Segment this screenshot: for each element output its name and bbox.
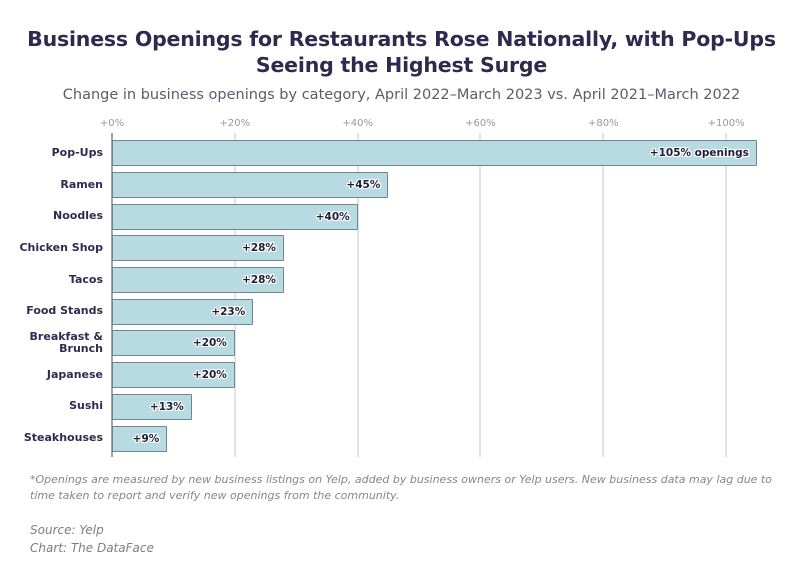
gridline	[725, 133, 727, 458]
category-label: Sushi	[69, 399, 103, 413]
source-block: Source: Yelp Chart: The DataFace	[30, 521, 773, 557]
bar-row: +23%	[112, 296, 763, 328]
x-axis-tick-label: +60%	[465, 118, 496, 130]
bar-row: +20%	[112, 328, 763, 360]
source-line: Source: Yelp	[30, 523, 104, 538]
bar-value-label: +23%	[211, 305, 246, 318]
bar: +20%	[112, 362, 235, 389]
bar: +20%	[112, 330, 235, 357]
bar-row: +13%	[112, 391, 763, 423]
category-label: Breakfast & Brunch	[29, 329, 103, 356]
bar: +105% openings	[112, 140, 757, 167]
chart-subtitle: Change in business openings by category,…	[62, 87, 741, 104]
bar-row: +45%	[112, 169, 763, 201]
category-axis: Pop-Ups Ramen Noodles Chicken Shop Tacos Food…	[0, 137, 112, 457]
gridline	[479, 133, 481, 458]
bar-value-label: +40%	[315, 210, 350, 223]
bar-value-label: +105% openings	[649, 147, 749, 160]
bar-row: +40%	[112, 201, 763, 233]
plot-area: +0% +20% +40% +60% +80% +100% +105% openings +4…	[100, 118, 763, 458]
category-label: Pop-Ups	[51, 145, 103, 159]
footnote-text: *Openings are measured by new business l…	[30, 473, 772, 503]
bar-value-label: +28%	[242, 242, 276, 255]
category-label: Chicken Shop	[19, 241, 103, 255]
category-label: Tacos	[68, 272, 103, 286]
bar-value-label: +28%	[242, 274, 276, 287]
bar: +23%	[112, 298, 254, 325]
x-axis-tick-label: +100%	[707, 118, 745, 130]
credit-line: Chart: The DataFace	[30, 541, 154, 556]
bar-row: +28%	[112, 233, 763, 265]
gridline	[357, 133, 359, 458]
category-label: Food Stands	[26, 304, 103, 318]
category-label: Steakhouses	[23, 431, 103, 445]
bar: +13%	[112, 393, 192, 420]
bar-row: +28%	[112, 264, 763, 296]
category-label: Noodles	[53, 209, 103, 223]
bar: +9%	[112, 425, 168, 452]
bar-value-label: +9%	[132, 432, 160, 445]
gridline	[234, 133, 236, 458]
category-label: Japanese	[46, 367, 103, 381]
bar-value-label: +13%	[149, 400, 184, 413]
bar-row: +105% openings	[112, 137, 763, 169]
bar-value-label: +45%	[346, 179, 381, 191]
y-axis-line	[111, 133, 113, 458]
bar: +28%	[112, 267, 284, 294]
bar-value-label: +20%	[192, 369, 227, 382]
bar: +40%	[112, 203, 358, 230]
x-axis-tick-label: +40%	[342, 118, 373, 130]
bar-row: +9%	[112, 423, 763, 455]
x-axis-tick-label: +20%	[219, 118, 251, 130]
gridline	[602, 133, 604, 458]
chart-title: Business Openings for Restaurants Rose N…	[27, 27, 776, 78]
category-label: Ramen	[60, 177, 103, 191]
bar-value-label: +20%	[192, 337, 227, 350]
bar: +45%	[112, 172, 389, 198]
bar: +28%	[112, 235, 284, 262]
x-axis-tick-label: +0%	[99, 118, 125, 130]
bar-chart: Pop-Ups Ramen Noodles Chicken Shop Tacos Food…	[0, 118, 763, 458]
bar-row: +20%	[112, 359, 763, 391]
x-axis-tick-label: +80%	[588, 118, 619, 130]
